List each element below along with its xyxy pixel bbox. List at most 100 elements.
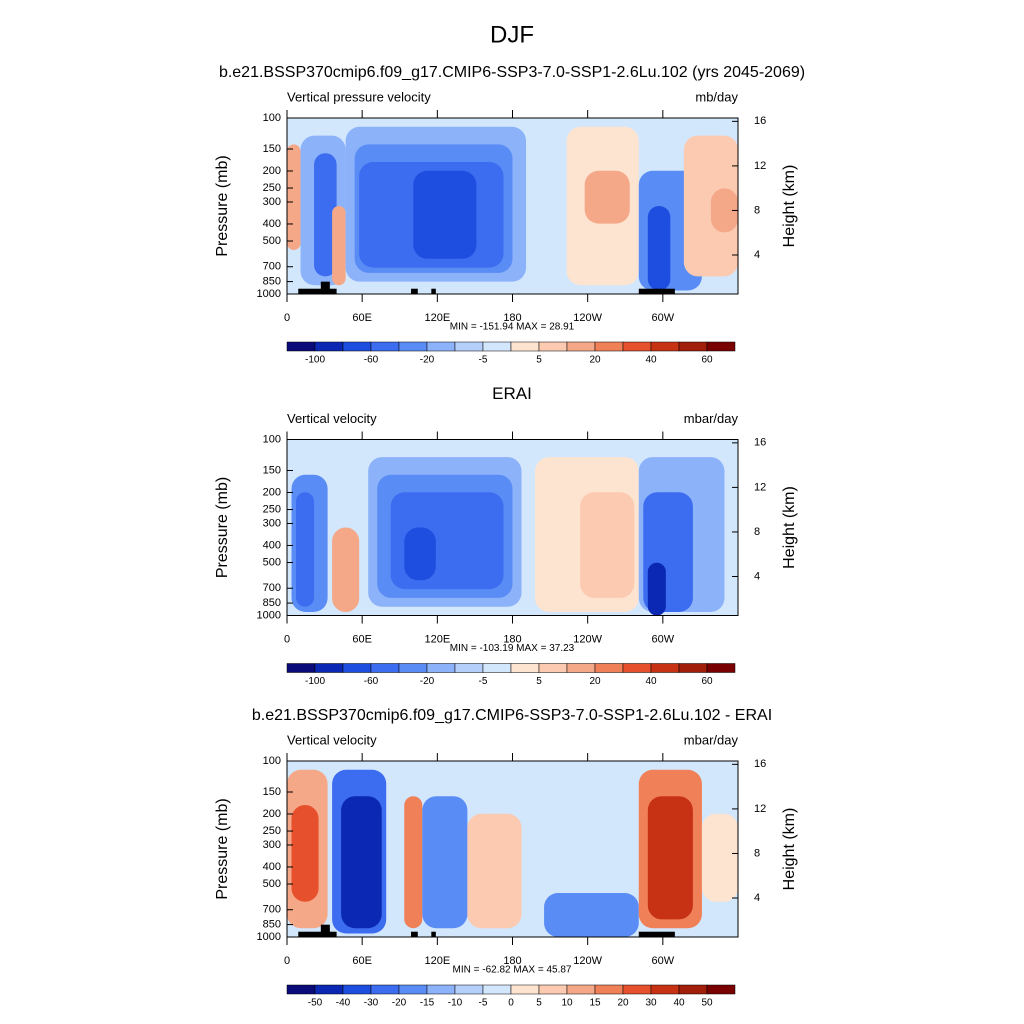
colorbar-box xyxy=(482,341,512,352)
colorbar-box xyxy=(426,341,456,352)
y-tick-label: 500 xyxy=(263,235,281,247)
colorbar-label: -5 xyxy=(479,998,488,1009)
colorbar-box xyxy=(454,341,484,352)
colorbar-box xyxy=(594,663,624,673)
x-tick-label: 0 xyxy=(284,633,290,645)
x-tick-label: 60W xyxy=(652,955,675,967)
colorbar-box xyxy=(398,341,428,352)
y-tick-label: 1000 xyxy=(257,931,281,943)
colorbar-box xyxy=(706,984,736,995)
colorbar-box xyxy=(370,984,400,995)
colorbar-box xyxy=(398,984,428,995)
y-tick-label: 250 xyxy=(263,825,281,837)
colorbar-label: -50 xyxy=(308,998,323,1009)
colorbar-label: -15 xyxy=(420,998,435,1009)
field xyxy=(287,761,738,937)
y2-tick-label: 16 xyxy=(754,758,766,770)
colorbar-box xyxy=(342,984,372,995)
y2-tick-label: 16 xyxy=(754,115,766,127)
y-tick-label: 400 xyxy=(263,218,281,230)
x-tick-label: 120W xyxy=(573,955,602,967)
y-tick-label: 850 xyxy=(263,275,281,287)
y-tick-label: 300 xyxy=(263,839,281,851)
field-region xyxy=(413,170,477,259)
colorbar-label: -5 xyxy=(479,355,488,366)
field-region xyxy=(314,153,337,277)
x-tick-label: 180 xyxy=(503,955,521,967)
y2-tick-label: 12 xyxy=(754,803,766,815)
colorbar-box xyxy=(594,984,624,995)
colorbar-label: -20 xyxy=(420,676,435,687)
colorbar-box xyxy=(482,663,512,673)
y-tick-label: 200 xyxy=(263,165,281,177)
colorbar-label: 15 xyxy=(589,998,601,1009)
topography xyxy=(320,924,330,937)
x-tick-label: 60W xyxy=(652,312,675,324)
colorbar-box xyxy=(286,341,316,352)
topography xyxy=(298,288,337,294)
colorbar-label: 5 xyxy=(536,998,542,1009)
y2-tick-label: 8 xyxy=(754,204,760,216)
field-region xyxy=(296,492,315,607)
field-region xyxy=(404,796,423,929)
colorbar-box xyxy=(370,663,400,673)
colorbar-box xyxy=(314,984,344,995)
colorbar-box xyxy=(538,341,568,352)
y-tick-label: 150 xyxy=(263,786,281,798)
x-tick-label: 60W xyxy=(652,633,675,645)
y-tick-label: 300 xyxy=(263,517,281,529)
y-axis-title: Pressure (mb) xyxy=(214,477,231,578)
y-tick-label: 850 xyxy=(263,918,281,930)
x-tick-label: 180 xyxy=(503,633,521,645)
y-tick-label: 100 xyxy=(263,755,281,767)
colorbar-label: 30 xyxy=(645,998,657,1009)
min-max: MIN = -103.19 MAX = 37.23 xyxy=(450,643,575,654)
field-region xyxy=(544,893,639,937)
colorbar-label: 10 xyxy=(561,998,573,1009)
colorbar-label: 0 xyxy=(508,998,514,1009)
colorbar-label: -100 xyxy=(305,676,325,687)
colorbar-label: -60 xyxy=(364,676,379,687)
colorbar-box xyxy=(622,663,652,673)
y-tick-label: 100 xyxy=(263,433,281,445)
colorbar-box xyxy=(622,341,652,352)
y2-tick-label: 4 xyxy=(754,892,760,904)
colorbar-label: 50 xyxy=(701,998,713,1009)
x-tick-label: 0 xyxy=(284,312,290,324)
colorbar-box xyxy=(342,663,372,673)
field xyxy=(287,118,738,294)
field-region xyxy=(467,813,522,929)
y2-tick-label: 12 xyxy=(754,481,766,493)
topography xyxy=(320,281,330,294)
y-tick-label: 250 xyxy=(263,182,281,194)
colorbar-label: -100 xyxy=(305,355,325,366)
colorbar-box xyxy=(510,663,540,673)
colorbar-box xyxy=(566,984,596,995)
colorbar-box xyxy=(706,663,736,673)
y-tick-label: 300 xyxy=(263,196,281,208)
y-tick-label: 100 xyxy=(263,112,281,124)
colorbar-box xyxy=(594,341,624,352)
y-tick-label: 1000 xyxy=(257,288,281,300)
colorbar-box xyxy=(398,663,428,673)
y2-axis-title: Height (km) xyxy=(781,808,798,891)
field-region xyxy=(647,206,671,291)
y2-axis-title: Height (km) xyxy=(781,486,798,569)
colorbar-label: -40 xyxy=(336,998,351,1009)
colorbar-box xyxy=(510,984,540,995)
colorbar-box xyxy=(454,663,484,673)
colorbar-box xyxy=(286,984,316,995)
colorbar-label: 20 xyxy=(589,676,601,687)
y-tick-label: 500 xyxy=(263,556,281,568)
colorbar-box xyxy=(342,341,372,352)
field-region xyxy=(584,170,630,224)
colorbar-label: -30 xyxy=(364,998,379,1009)
y-tick-label: 250 xyxy=(263,503,281,515)
colorbar-label: 40 xyxy=(645,676,657,687)
field-region xyxy=(341,796,382,929)
colorbar-box xyxy=(650,984,680,995)
field-region xyxy=(291,805,319,902)
colorbar-box xyxy=(538,984,568,995)
panel-title: b.e21.BSSP370cmip6.f09_g17.CMIP6-SSP3-7.… xyxy=(219,64,805,81)
colorbar-label: 20 xyxy=(617,998,629,1009)
